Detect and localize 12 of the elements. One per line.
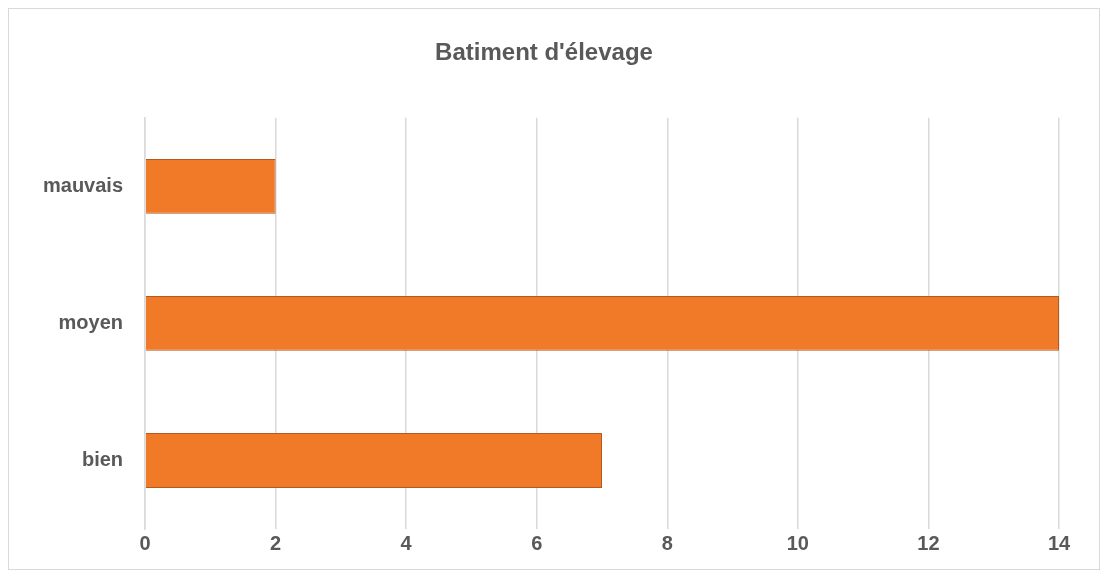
chart-title: Batiment d'élevage: [435, 38, 653, 66]
x-tick-label: 2: [270, 531, 282, 554]
x-tick-label: 4: [400, 531, 413, 554]
y-tick-label: bien: [81, 447, 124, 470]
x-tick-label: 12: [917, 531, 940, 554]
x-tick-label: 0: [139, 531, 151, 554]
y-tick-label: moyen: [58, 310, 124, 333]
y-tick-label: mauvais: [42, 173, 124, 196]
x-tick-label: 14: [1047, 531, 1071, 554]
x-tick-label: 6: [531, 531, 543, 554]
x-tick-label: 10: [786, 531, 809, 554]
x-tick-label: 8: [661, 531, 673, 554]
